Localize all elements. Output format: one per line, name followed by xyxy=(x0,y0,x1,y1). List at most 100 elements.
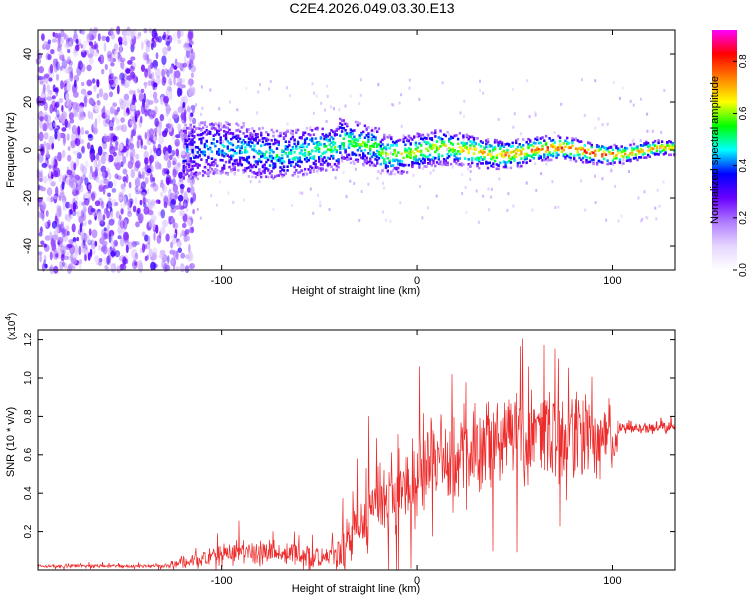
spectrogram-signal-cell xyxy=(546,146,549,149)
spectrogram-signal-cell xyxy=(189,157,192,160)
spectrogram-noise-cell xyxy=(192,117,197,125)
spectrogram-signal-cell xyxy=(187,134,191,137)
spectrogram-signal-cell xyxy=(228,149,231,152)
spectrogram-signal-cell xyxy=(194,145,198,149)
spectrogram-signal-cell xyxy=(201,174,205,177)
spectrogram-noise-cell xyxy=(102,105,106,113)
spectrogram-noise-cell xyxy=(169,249,175,255)
spectrogram-faint-cell xyxy=(399,153,402,157)
spectrogram-signal-cell xyxy=(518,165,521,169)
spectrogram-signal-cell xyxy=(356,160,360,163)
spectrogram-signal-cell xyxy=(347,143,351,146)
spectrogram-noise-cell xyxy=(42,263,45,272)
spectrogram-signal-cell xyxy=(509,161,513,164)
spectrogram-signal-cell xyxy=(631,146,634,150)
spectrogram-signal-cell xyxy=(235,161,238,165)
spectrogram-noise-cell xyxy=(117,196,123,202)
spectrogram-noise-cell xyxy=(182,62,187,68)
spectrogram-signal-cell xyxy=(210,124,214,128)
spectrogram-signal-cell xyxy=(588,152,592,156)
spectrogram-signal-cell xyxy=(231,162,235,166)
spectrogram-signal-cell xyxy=(483,157,486,161)
spectrogram-signal-cell xyxy=(252,171,256,174)
spectrogram-signal-cell xyxy=(300,160,303,164)
spectrogram-signal-cell xyxy=(314,146,317,150)
spectrogram-signal-cell xyxy=(543,156,546,159)
spectrogram-signal-cell xyxy=(627,154,630,157)
spectrogram-signal-cell xyxy=(256,141,259,145)
spectrogram-noise-cell xyxy=(120,117,125,123)
spectrogram-signal-cell xyxy=(230,154,233,158)
spectrogram-signal-cell xyxy=(358,122,361,125)
spectrogram-signal-cell xyxy=(530,148,534,152)
spectrogram-noise-cell xyxy=(173,234,177,239)
spectrogram-signal-cell xyxy=(636,149,639,153)
spectrogram-signal-cell xyxy=(289,164,293,167)
spectrogram-signal-cell xyxy=(574,159,578,163)
spectrogram-faint-cell xyxy=(632,103,635,107)
spectrogram-signal-cell xyxy=(223,145,226,148)
spectrogram-signal-cell xyxy=(411,161,414,164)
spectrogram-signal-cell xyxy=(428,160,432,163)
spectrogram-signal-cell xyxy=(390,137,393,141)
spectrogram-signal-cell xyxy=(252,155,256,159)
spectrogram-signal-cell xyxy=(442,160,446,163)
spectrogram-signal-cell xyxy=(550,139,553,143)
spectrogram-signal-cell xyxy=(207,147,210,151)
spectrogram-signal-cell xyxy=(289,161,293,164)
spectrogram-signal-cell xyxy=(307,143,310,146)
spectrogram-signal-cell xyxy=(326,162,330,165)
spectrogram-noise-cell xyxy=(84,254,87,262)
spectrogram-noise-cell xyxy=(119,44,123,54)
spectrogram-signal-cell xyxy=(462,163,465,166)
spectrogram-signal-cell xyxy=(664,148,667,151)
spectrogram-signal-cell xyxy=(397,162,400,166)
spectrogram-signal-cell xyxy=(263,137,266,140)
spectrogram-noise-cell xyxy=(48,168,52,177)
spectrogram-noise-cell xyxy=(137,135,142,141)
spectrogram-signal-cell xyxy=(550,153,553,157)
spectrogram-signal-cell xyxy=(606,159,609,162)
spectrogram-signal-cell xyxy=(293,156,296,160)
spectrogram-signal-cell xyxy=(330,146,333,149)
spectrogram-noise-cell xyxy=(186,155,191,163)
spectrogram-signal-cell xyxy=(414,154,418,158)
spectrogram-signal-cell xyxy=(391,158,395,161)
spectrogram-signal-cell xyxy=(295,128,298,132)
spectrogram-signal-cell xyxy=(261,154,265,158)
spectrogram-signal-cell xyxy=(476,164,479,168)
spectrogram-signal-cell xyxy=(194,171,198,174)
spectrogram-noise-cell xyxy=(122,155,127,165)
spectrogram-noise-cell xyxy=(67,146,71,151)
spectrogram-signal-cell xyxy=(328,132,331,135)
spectrogram-signal-cell xyxy=(198,137,201,141)
spectrogram-signal-cell xyxy=(358,145,361,148)
spectrogram-noise-cell xyxy=(74,204,78,210)
spectrogram-signal-cell xyxy=(397,151,400,154)
spectrogram-signal-cell xyxy=(372,145,375,148)
spectrogram-noise-cell xyxy=(171,149,176,157)
spectrogram-faint-cell xyxy=(622,158,625,162)
spectrogram-noise-cell xyxy=(98,54,105,65)
spectrogram-signal-cell xyxy=(534,148,537,152)
spectrogram-noise-cell xyxy=(84,130,89,135)
spectrogram-noise-cell xyxy=(55,109,60,118)
spectrogram-signal-cell xyxy=(311,157,314,160)
spectrogram-noise-cell xyxy=(153,127,158,134)
spectrogram-signal-cell xyxy=(351,132,354,136)
spectrogram-signal-cell xyxy=(282,137,286,140)
spectrogram-signal-cell xyxy=(226,147,229,150)
spectrogram-signal-cell xyxy=(284,172,287,175)
spectrogram-signal-cell xyxy=(270,175,273,179)
spectrogram-noise-cell xyxy=(84,160,89,168)
spectrogram-signal-cell xyxy=(312,162,316,165)
spectrogram-faint-cell xyxy=(285,86,288,90)
spectrogram-faint-cell xyxy=(286,122,289,126)
spectrogram-faint-cell xyxy=(618,96,621,100)
spectrogram-noise-cell xyxy=(101,171,106,178)
snr-y-tick-label: 0.6 xyxy=(23,447,34,461)
spectrogram-signal-cell xyxy=(571,137,574,140)
spectrogram-signal-cell xyxy=(237,129,240,132)
spectrogram-signal-cell xyxy=(551,138,555,142)
spectrogram-signal-cell xyxy=(282,160,286,164)
